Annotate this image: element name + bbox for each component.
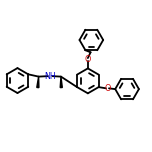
Polygon shape (60, 77, 62, 88)
Polygon shape (37, 77, 39, 88)
Text: NH: NH (44, 72, 56, 81)
Text: O: O (85, 55, 91, 64)
Text: O: O (104, 84, 111, 93)
